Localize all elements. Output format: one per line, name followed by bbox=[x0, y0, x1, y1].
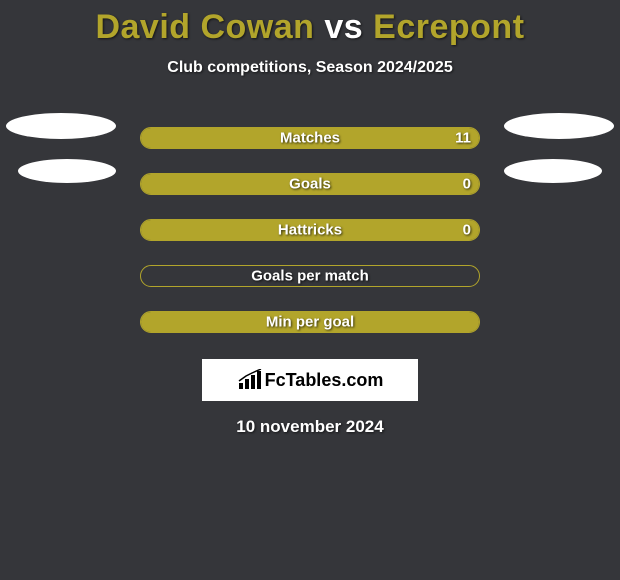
stat-row: Goals per match bbox=[0, 253, 620, 299]
stat-row: Matches 11 bbox=[0, 115, 620, 161]
logo-text: FcTables.com bbox=[265, 370, 384, 391]
stat-row: Min per goal bbox=[0, 299, 620, 345]
subtitle: Club competitions, Season 2024/2025 bbox=[0, 59, 620, 77]
stat-label: Goals bbox=[289, 176, 331, 193]
page-title: David Cowan vs Ecrepont bbox=[0, 0, 620, 47]
player1-name: David Cowan bbox=[95, 8, 314, 46]
stat-row: Goals 0 bbox=[0, 161, 620, 207]
stat-value-right: 0 bbox=[463, 222, 471, 239]
comparison-chart: Matches 11 Goals 0 Hattricks 0 Goals per match… bbox=[0, 115, 620, 345]
stat-label: Hattricks bbox=[278, 222, 342, 239]
date-text: 10 november 2024 bbox=[0, 417, 620, 437]
stat-row: Hattricks 0 bbox=[0, 207, 620, 253]
stat-value-right: 11 bbox=[455, 130, 471, 147]
stat-bar: Goals 0 bbox=[140, 173, 480, 195]
stat-bar: Min per goal bbox=[140, 311, 480, 333]
stat-value-right: 0 bbox=[463, 176, 471, 193]
chart-icon bbox=[237, 369, 263, 391]
stat-bar: Matches 11 bbox=[140, 127, 480, 149]
stat-label: Matches bbox=[280, 130, 340, 147]
stat-bar: Goals per match bbox=[140, 265, 480, 287]
vs-text: vs bbox=[324, 8, 363, 46]
stat-label: Min per goal bbox=[266, 314, 354, 331]
stat-label: Goals per match bbox=[251, 268, 369, 285]
stat-bar: Hattricks 0 bbox=[140, 219, 480, 241]
fctables-logo: FcTables.com bbox=[202, 359, 418, 401]
player2-name: Ecrepont bbox=[373, 8, 524, 46]
